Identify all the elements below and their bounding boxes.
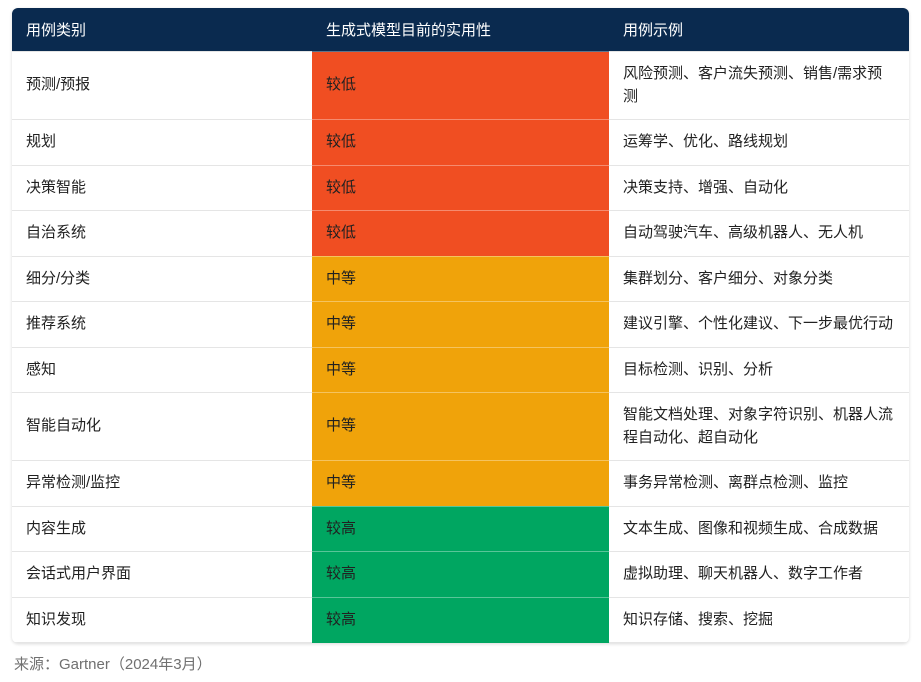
cell-examples: 智能文档处理、对象字符识别、机器人流程自动化、超自动化 [609,393,909,461]
table-row: 知识发现较高知识存储、搜索、挖掘 [12,597,909,643]
cell-category: 自治系统 [12,211,312,257]
table-row: 决策智能较低决策支持、增强、自动化 [12,165,909,211]
cell-examples: 建议引擎、个性化建议、下一步最优行动 [609,302,909,348]
table-row: 异常检测/监控中等事务异常检测、离群点检测、监控 [12,461,909,507]
table-row: 智能自动化中等智能文档处理、对象字符识别、机器人流程自动化、超自动化 [12,393,909,461]
table-row: 推荐系统中等建议引擎、个性化建议、下一步最优行动 [12,302,909,348]
cell-rating: 较低 [312,52,609,120]
cell-examples: 风险预测、客户流失预测、销售/需求预测 [609,52,909,120]
cell-examples: 运筹学、优化、路线规划 [609,120,909,166]
cell-category: 智能自动化 [12,393,312,461]
table-row: 内容生成较高文本生成、图像和视频生成、合成数据 [12,506,909,552]
usecase-table-wrap: 用例类别 生成式模型目前的实用性 用例示例 预测/预报较低风险预测、客户流失预测… [12,8,909,643]
usecase-table: 用例类别 生成式模型目前的实用性 用例示例 预测/预报较低风险预测、客户流失预测… [12,8,909,643]
cell-examples: 目标检测、识别、分析 [609,347,909,393]
cell-rating: 较高 [312,506,609,552]
cell-rating: 中等 [312,302,609,348]
table-row: 预测/预报较低风险预测、客户流失预测、销售/需求预测 [12,52,909,120]
cell-rating: 中等 [312,461,609,507]
cell-category: 细分/分类 [12,256,312,302]
cell-rating: 较高 [312,552,609,598]
col-header-category: 用例类别 [12,8,312,52]
table-row: 会话式用户界面较高虚拟助理、聊天机器人、数字工作者 [12,552,909,598]
table-row: 感知中等目标检测、识别、分析 [12,347,909,393]
cell-examples: 文本生成、图像和视频生成、合成数据 [609,506,909,552]
cell-examples: 自动驾驶汽车、高级机器人、无人机 [609,211,909,257]
table-body: 预测/预报较低风险预测、客户流失预测、销售/需求预测规划较低运筹学、优化、路线规… [12,52,909,643]
cell-examples: 知识存储、搜索、挖掘 [609,597,909,643]
col-header-rating: 生成式模型目前的实用性 [312,8,609,52]
source-attribution: 来源：Gartner（2024年3月） [12,653,909,674]
cell-rating: 中等 [312,393,609,461]
table-row: 细分/分类中等集群划分、客户细分、对象分类 [12,256,909,302]
col-header-examples: 用例示例 [609,8,909,52]
table-header: 用例类别 生成式模型目前的实用性 用例示例 [12,8,909,52]
cell-category: 知识发现 [12,597,312,643]
cell-examples: 虚拟助理、聊天机器人、数字工作者 [609,552,909,598]
cell-category: 规划 [12,120,312,166]
cell-rating: 较低 [312,120,609,166]
cell-rating: 较低 [312,165,609,211]
cell-rating: 较高 [312,597,609,643]
cell-category: 推荐系统 [12,302,312,348]
table-row: 规划较低运筹学、优化、路线规划 [12,120,909,166]
cell-examples: 集群划分、客户细分、对象分类 [609,256,909,302]
cell-category: 预测/预报 [12,52,312,120]
cell-examples: 决策支持、增强、自动化 [609,165,909,211]
cell-category: 会话式用户界面 [12,552,312,598]
cell-category: 决策智能 [12,165,312,211]
cell-category: 异常检测/监控 [12,461,312,507]
cell-rating: 中等 [312,256,609,302]
cell-examples: 事务异常检测、离群点检测、监控 [609,461,909,507]
cell-category: 内容生成 [12,506,312,552]
cell-rating: 中等 [312,347,609,393]
table-row: 自治系统较低自动驾驶汽车、高级机器人、无人机 [12,211,909,257]
cell-category: 感知 [12,347,312,393]
cell-rating: 较低 [312,211,609,257]
